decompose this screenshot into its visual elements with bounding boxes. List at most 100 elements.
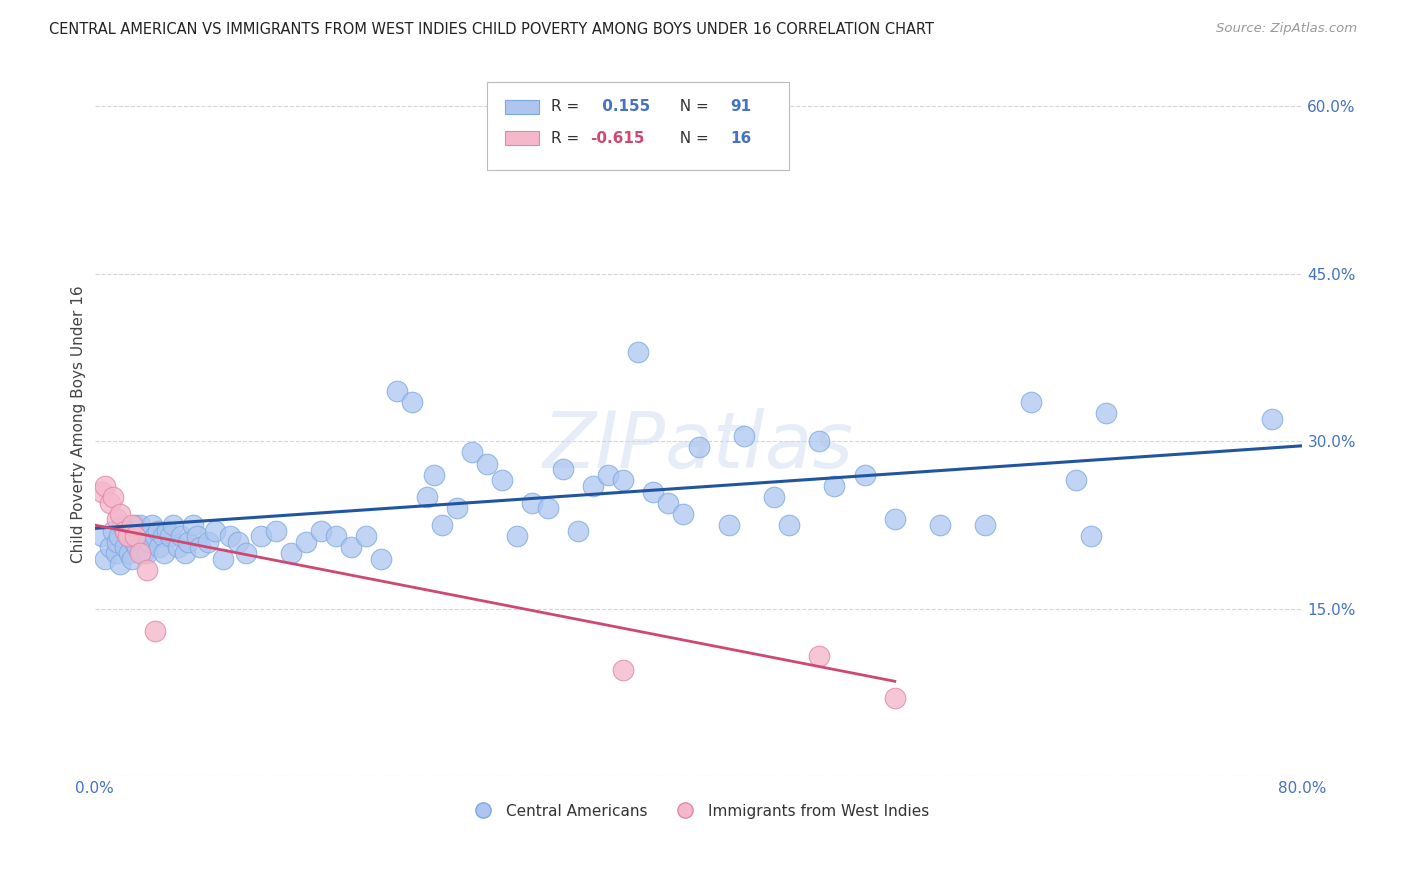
Text: 16: 16 (730, 131, 751, 146)
Point (212, 551, 235, 566)
Text: R =: R = (551, 99, 585, 114)
Point (356, 529, 378, 543)
Point (166, 541, 188, 555)
FancyBboxPatch shape (505, 131, 538, 145)
Point (506, 529, 529, 543)
Point (107, 529, 129, 543)
Point (929, 518, 952, 533)
Point (114, 541, 136, 555)
Point (475, 457, 498, 471)
Point (159, 529, 181, 543)
Point (883, 512, 905, 526)
Point (204, 524, 226, 538)
Text: R =: R = (551, 131, 585, 146)
Point (91, 529, 114, 543)
Point (461, 445, 484, 459)
Point (627, 345, 650, 359)
Point (853, 467, 876, 482)
Point (582, 479, 605, 493)
Point (1080, 529, 1102, 543)
Point (118, 546, 141, 560)
Point (156, 524, 179, 538)
Point (551, 462, 574, 476)
Point (197, 534, 219, 549)
Point (101, 524, 124, 538)
Point (98, 541, 121, 555)
Point (134, 529, 156, 543)
Point (974, 518, 997, 533)
Point (672, 507, 695, 521)
Point (823, 479, 845, 493)
Point (146, 524, 169, 538)
Point (280, 546, 302, 560)
Point (98, 496, 121, 510)
Point (128, 546, 150, 560)
Point (136, 546, 159, 560)
Point (325, 529, 347, 543)
Text: 91: 91 (730, 99, 751, 114)
Point (385, 384, 408, 398)
Point (778, 518, 800, 533)
Point (188, 541, 211, 555)
Point (309, 524, 332, 538)
Point (91, 484, 114, 499)
Point (612, 474, 634, 488)
Point (110, 507, 132, 521)
Point (114, 524, 136, 538)
Point (446, 501, 468, 516)
Text: 0.155: 0.155 (598, 99, 651, 114)
Point (808, 648, 831, 663)
Point (114, 524, 136, 538)
Point (132, 546, 155, 560)
Point (733, 428, 755, 442)
Point (136, 563, 159, 577)
Point (883, 691, 905, 706)
Point (295, 534, 318, 549)
Point (153, 546, 176, 560)
Y-axis label: Child Poverty Among Boys Under 16: Child Poverty Among Boys Under 16 (72, 285, 86, 564)
Point (612, 663, 634, 677)
Point (416, 490, 439, 504)
Point (643, 484, 665, 499)
Point (152, 529, 174, 543)
Point (808, 434, 831, 449)
Point (235, 546, 257, 560)
Point (128, 529, 150, 543)
Text: N =: N = (669, 99, 713, 114)
Point (128, 518, 150, 533)
Point (491, 474, 513, 488)
Point (124, 518, 146, 533)
Point (1095, 406, 1118, 420)
Point (717, 518, 740, 533)
Point (688, 440, 710, 454)
Point (1261, 412, 1284, 426)
Point (121, 551, 143, 566)
Text: CENTRAL AMERICAN VS IMMIGRANTS FROM WEST INDIES CHILD POVERTY AMONG BOYS UNDER 1: CENTRAL AMERICAN VS IMMIGRANTS FROM WEST… (49, 22, 934, 37)
Point (143, 529, 166, 543)
Text: ZIPatlas: ZIPatlas (543, 408, 853, 483)
Point (125, 541, 148, 555)
Point (536, 501, 558, 516)
Point (141, 518, 163, 533)
Point (763, 490, 786, 504)
Point (105, 534, 128, 549)
Point (101, 490, 124, 504)
Legend: Central Americans, Immigrants from West Indies: Central Americans, Immigrants from West … (461, 797, 935, 825)
Point (162, 518, 184, 533)
Text: Source: ZipAtlas.com: Source: ZipAtlas.com (1216, 22, 1357, 36)
Point (226, 534, 249, 549)
Point (121, 518, 143, 533)
Point (1064, 474, 1087, 488)
FancyBboxPatch shape (486, 82, 789, 170)
Point (657, 496, 679, 510)
Point (596, 467, 619, 482)
Point (181, 518, 204, 533)
Point (340, 541, 363, 555)
Point (105, 512, 128, 526)
Point (249, 529, 271, 543)
Point (111, 518, 134, 533)
Text: -0.615: -0.615 (591, 131, 644, 146)
Point (423, 467, 446, 482)
Point (104, 546, 127, 560)
Point (186, 529, 208, 543)
